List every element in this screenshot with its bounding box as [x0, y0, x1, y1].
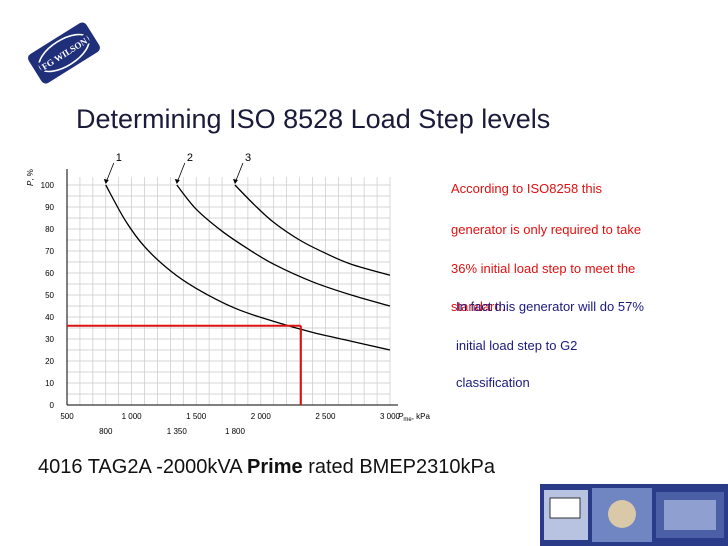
y-tick-label: 30 — [45, 335, 54, 344]
y-tick-label: 60 — [45, 269, 54, 278]
curve-series-1 — [105, 184, 391, 351]
note-blue-line-3: classification — [456, 375, 530, 390]
x-sub-tick-label: 1 800 — [225, 427, 246, 436]
x-tick-label: 3 000 — [380, 412, 401, 421]
page-title: Determining ISO 8528 Load Step levels — [76, 104, 551, 134]
curve-label-1: 1 — [116, 152, 122, 164]
note-blue-line-1: In fact this generator will do 57% — [456, 299, 644, 314]
footer-prefix: 4016 TAG2A -2000kVA — [38, 456, 248, 478]
curve-label-3: 3 — [245, 152, 251, 164]
x-tick-label: 500 — [60, 412, 74, 421]
curve-series-2 — [176, 184, 391, 307]
x-tick-label: 2 500 — [315, 412, 336, 421]
y-axis-label: P, % — [26, 169, 35, 186]
y-tick-label: 0 — [50, 401, 55, 410]
note-red-line-4: standard. — [451, 299, 506, 314]
x-axis-label: Pme, kPa — [398, 412, 430, 423]
curve-label-2: 2 — [187, 152, 193, 164]
note-red-line-3: 36% initial load step to meet the — [451, 261, 636, 276]
note-red-line-1: According to ISO8258 this — [451, 181, 603, 196]
footer-text: 4016 TAG2A -2000kVA Prime rated BMEP2310… — [38, 456, 495, 479]
y-tick-label: 90 — [45, 203, 54, 212]
y-tick-label: 100 — [41, 181, 55, 190]
footer-bold: Prime — [247, 456, 303, 478]
note-blue-line-2: initial load step to G2 — [456, 338, 578, 353]
fg-wilson-logo: FG WILSON — [28, 22, 100, 84]
note-red-line-2: generator is only required to take — [451, 222, 642, 237]
y-tick-label: 20 — [45, 357, 54, 366]
curve-callout-arrow — [103, 179, 109, 184]
y-tick-label: 70 — [45, 247, 54, 256]
curve-callout-arrow — [232, 179, 238, 184]
corner-photo-strip — [540, 484, 728, 546]
curve-callout-arrow — [174, 179, 180, 184]
y-tick-label: 80 — [45, 225, 54, 234]
curve-series-3 — [234, 184, 391, 276]
y-tick-label: 50 — [45, 291, 54, 300]
x-tick-label: 2 000 — [251, 412, 272, 421]
y-tick-label: 10 — [45, 379, 54, 388]
x-sub-tick-label: 800 — [99, 427, 113, 436]
footer-suffix: rated BMEP2310kPa — [302, 456, 495, 478]
x-sub-tick-label: 1 350 — [167, 427, 188, 436]
y-tick-label: 40 — [45, 313, 54, 322]
x-tick-label: 1 500 — [186, 412, 207, 421]
x-tick-label: 1 000 — [122, 412, 143, 421]
